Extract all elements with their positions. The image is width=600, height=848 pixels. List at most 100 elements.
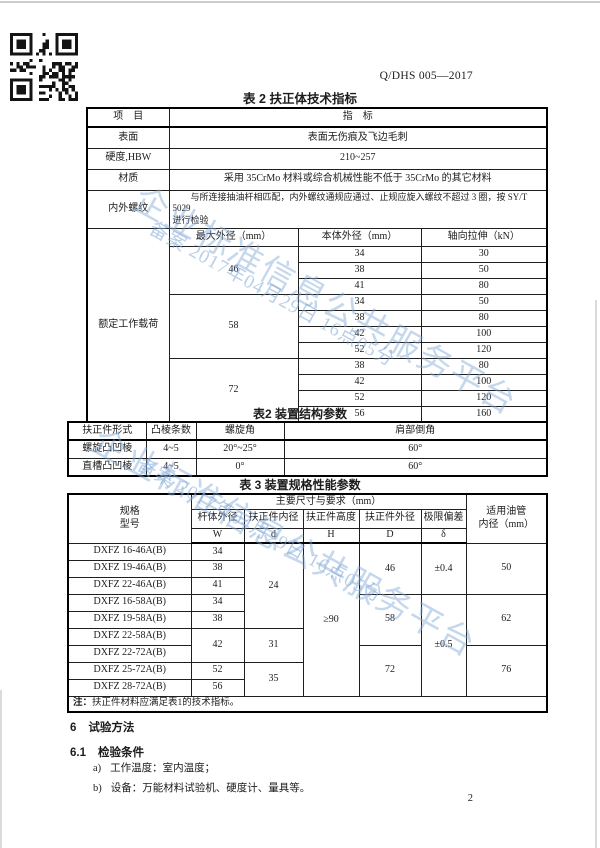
table2-caption: 表2 装置结构参数 bbox=[252, 407, 347, 421]
row-label: 表面 bbox=[86, 126, 170, 149]
model-cell: DXFZ 16-46A(B) bbox=[67, 542, 192, 561]
symbol-H: H bbox=[302, 527, 360, 544]
cell: 41 bbox=[190, 576, 245, 595]
sub-header: 轴向拉伸（kN） bbox=[420, 227, 548, 247]
col-header-tubing: 适用油管 内径（mm） bbox=[465, 493, 548, 544]
col-header-item: 项 目 bbox=[86, 107, 170, 128]
table-row: DXFZ 16-46A(B) 34 24 ≥90 46 ±0.4 50 bbox=[67, 542, 548, 697]
table-row: 扶正件形式 凸棱条数 螺旋角 肩部倒角 bbox=[67, 421, 548, 441]
col-header: 凸棱条数 bbox=[145, 421, 197, 441]
note-text: 扶正件材料应满足表1的技术指标。 bbox=[92, 698, 240, 709]
table-row: W d H D δ bbox=[68, 527, 547, 544]
table-structure-params: 扶正件形式 凸棱条数 螺旋角 肩部倒角 螺旋凸凹棱 4~5 20°~25° 60… bbox=[67, 421, 548, 477]
table-row: 硬度,HBW 210~257 bbox=[86, 147, 548, 170]
symbol-d: d bbox=[243, 527, 304, 544]
model-cell: DXFZ 22-72A(B) bbox=[67, 644, 192, 663]
list-text: 设备：万能材料试验机、硬度计、量具等。 bbox=[110, 783, 311, 794]
scan-edge-top bbox=[0, 1, 600, 3]
row-label: 材质 bbox=[86, 168, 170, 191]
col-header: 扶正件高度 bbox=[302, 508, 360, 529]
section-title: 试验方法 bbox=[88, 722, 135, 734]
cell: 0° bbox=[195, 457, 285, 477]
cell: 20°~25° bbox=[195, 439, 285, 459]
cell: 35 bbox=[243, 661, 304, 697]
document-number: Q/DHS 005—2017 bbox=[379, 70, 473, 82]
col-header: 杆体外径 bbox=[190, 508, 245, 529]
cell: 34 bbox=[190, 593, 245, 612]
page-number: 2 bbox=[467, 793, 473, 804]
sub-header: 本体外径（mm） bbox=[297, 227, 422, 247]
symbol-delta: δ bbox=[420, 527, 467, 544]
cell: 50 bbox=[465, 542, 548, 595]
model-cell: DXFZ 16-58A(B) bbox=[67, 593, 192, 612]
cell: 38 bbox=[297, 309, 422, 327]
col-header: 极限偏差 bbox=[420, 508, 467, 529]
cell: 76 bbox=[465, 644, 548, 697]
cell: 与所连接抽油杆相匹配，内外螺纹通规应通过、止规应旋入螺纹不超过 3 圈，按 SY… bbox=[168, 189, 548, 229]
table-row: 72 38 80 bbox=[87, 357, 548, 423]
table-row: 注：扶正件材料应满足表1的技术指标。 bbox=[67, 695, 548, 713]
col-header: 扶正件内径 bbox=[243, 508, 304, 529]
cell: 34 bbox=[297, 293, 422, 311]
list-text: 工作温度：室内温度； bbox=[110, 763, 216, 774]
table-row: DXFZ 22-46A(B) 41 bbox=[67, 576, 547, 595]
cell: 31 bbox=[243, 627, 304, 663]
cell: 120 bbox=[420, 389, 548, 407]
cell: 38 bbox=[297, 357, 422, 375]
cell: 38 bbox=[190, 559, 245, 578]
table-row: DXFZ 25-72A(B) 52 35 bbox=[67, 661, 547, 697]
table-row: 直槽凸凹棱 4~5 0° 60° bbox=[67, 457, 548, 477]
cell: 58 bbox=[358, 593, 422, 646]
cell: 螺旋凸凹棱 bbox=[67, 439, 147, 459]
table1-title: 表 2 扶正体技术指标 bbox=[243, 92, 357, 106]
cell: 52 bbox=[297, 341, 422, 359]
table-row: 项 目 指 标 bbox=[86, 107, 548, 128]
cell: 72 bbox=[168, 357, 299, 423]
section-title: 检验条件 bbox=[98, 747, 144, 759]
cell: ≥90 bbox=[302, 542, 360, 697]
cell: 52 bbox=[297, 389, 422, 407]
list-item-b: b) 设备：万能材料试验机、硬度计、量具等。 bbox=[93, 780, 310, 795]
model-cell: DXFZ 22-46A(B) bbox=[67, 576, 192, 595]
cell: 46 bbox=[358, 542, 422, 595]
table3-caption: 表 3 装置规格性能参数 bbox=[239, 478, 361, 492]
cell: 60° bbox=[283, 439, 548, 459]
table-row: DXFZ 22-72A(B) 72 76 bbox=[67, 644, 548, 697]
table-row: 额定工作载荷 最大外径（mm） 本体外径（mm） 轴向拉伸（kN） bbox=[86, 227, 548, 423]
row-label-load: 额定工作载荷 bbox=[86, 227, 170, 423]
cell: 34 bbox=[190, 542, 245, 561]
cell: 38 bbox=[297, 261, 422, 279]
col-header: 扶正件形式 bbox=[67, 421, 147, 441]
list-item-a: a) 工作温度：室内温度； bbox=[93, 760, 215, 775]
cell: 41 bbox=[297, 277, 422, 295]
table-row: 42 100 bbox=[87, 325, 548, 343]
cell: 4~5 bbox=[145, 439, 197, 459]
row-label: 硬度,HBW bbox=[86, 147, 170, 170]
table-spec-performance: 规格 型号 主要尺寸与要求（mm） 适用油管 内径（mm） 杆体外径 扶正件内径… bbox=[67, 493, 549, 713]
cell: 42 bbox=[297, 373, 422, 391]
scan-edge-right bbox=[595, 300, 597, 848]
table-row: 材质 采用 35CrMo 材料或综合机械性能不低于 35CrMo 的其它材料 bbox=[86, 168, 548, 191]
qr-code bbox=[10, 33, 78, 101]
table-row: 56 160 bbox=[87, 405, 548, 423]
cell: 52 bbox=[190, 661, 245, 680]
model-cell: DXFZ 25-72A(B) bbox=[67, 661, 192, 680]
cell: 50 bbox=[420, 293, 548, 311]
cell: 4~5 bbox=[145, 457, 197, 477]
thread-req-line1: 与所连接抽油杆相匹配，内外螺纹通规应通过、止规应旋入螺纹不超过 3 圈，按 SY… bbox=[172, 191, 528, 214]
table-row: 杆体外径 扶正件内径 扶正件高度 扶正件外径 极限偏差 bbox=[68, 508, 547, 529]
cell: 62 bbox=[465, 593, 548, 646]
cell: 表面无伤痕及飞边毛刺 bbox=[168, 126, 548, 149]
table-row: DXFZ 19-46A(B) 38 bbox=[67, 559, 547, 578]
cell: 24 bbox=[243, 542, 304, 629]
section-6-1-heading: 6.1 检验条件 bbox=[70, 744, 144, 760]
table-row: DXFZ 19-58A(B) 38 bbox=[67, 610, 547, 629]
symbol-W: W bbox=[190, 527, 245, 544]
col-header-dims: 主要尺寸与要求（mm） bbox=[190, 493, 467, 510]
cell: ±0.4 bbox=[420, 542, 467, 595]
section-6-heading: 6 试验方法 bbox=[70, 719, 134, 735]
table-row: 38 80 bbox=[87, 309, 548, 327]
scan-edge-left bbox=[0, 690, 2, 848]
table-row: 螺旋凸凹棱 4~5 20°~25° 60° bbox=[67, 439, 548, 459]
